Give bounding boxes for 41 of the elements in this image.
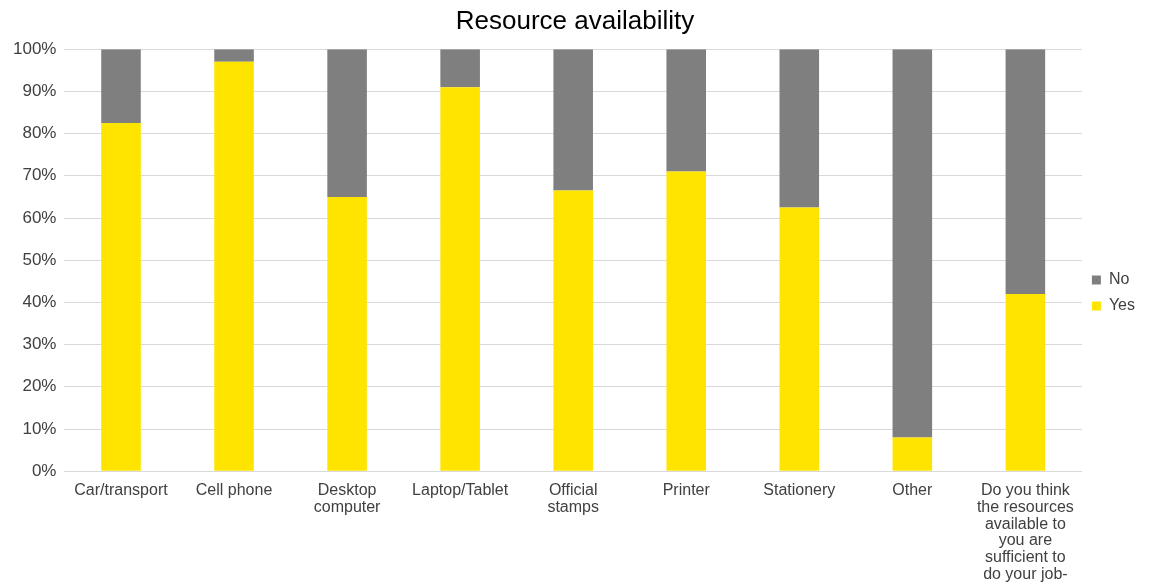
bar [666, 49, 707, 172]
bar [553, 49, 593, 191]
x-tick-label: Desktop computer [313, 481, 382, 515]
chart-title: Resource availability [455, 4, 695, 35]
legend-label: Yes [1108, 296, 1136, 314]
x-tick-label: Cell phone [195, 481, 273, 499]
x-tick-label: Laptop/Tablet [412, 481, 509, 499]
bar [101, 49, 141, 124]
bar [892, 437, 933, 471]
y-tick-label: 70% [22, 165, 57, 185]
legend-label: No [1108, 270, 1130, 288]
bar [1005, 293, 1046, 471]
y-tick-label: 80% [22, 123, 57, 143]
x-tick-label: Official stamps [547, 481, 599, 515]
bar [892, 49, 933, 438]
bar [214, 49, 254, 62]
bar [779, 49, 820, 208]
y-tick-label: 0% [31, 460, 57, 480]
bar [327, 196, 367, 471]
y-tick-label: 90% [22, 81, 57, 101]
bar [327, 49, 367, 197]
bar [440, 87, 480, 471]
bar [553, 190, 593, 471]
x-tick-label: Stationery [763, 481, 836, 499]
bar [1005, 49, 1046, 294]
x-tick-label: Printer [662, 481, 711, 499]
x-tick-label: Car/transport [74, 481, 169, 499]
y-tick-label: 10% [22, 418, 57, 438]
y-tick-label: 40% [22, 292, 57, 312]
bar [101, 123, 141, 471]
bar [440, 49, 480, 88]
bar [779, 207, 820, 471]
bar [666, 171, 707, 471]
y-tick-label: 60% [22, 207, 57, 227]
y-tick-label: 20% [22, 376, 57, 396]
bar [214, 61, 254, 471]
y-tick-label: 100% [13, 38, 57, 58]
x-tick-label: Do you think the resources available to you are sufficient to do your job- [976, 481, 1074, 583]
x-tick-label: Other [892, 481, 934, 499]
y-tick-label: 50% [22, 249, 57, 269]
y-tick-label: 30% [22, 334, 57, 354]
